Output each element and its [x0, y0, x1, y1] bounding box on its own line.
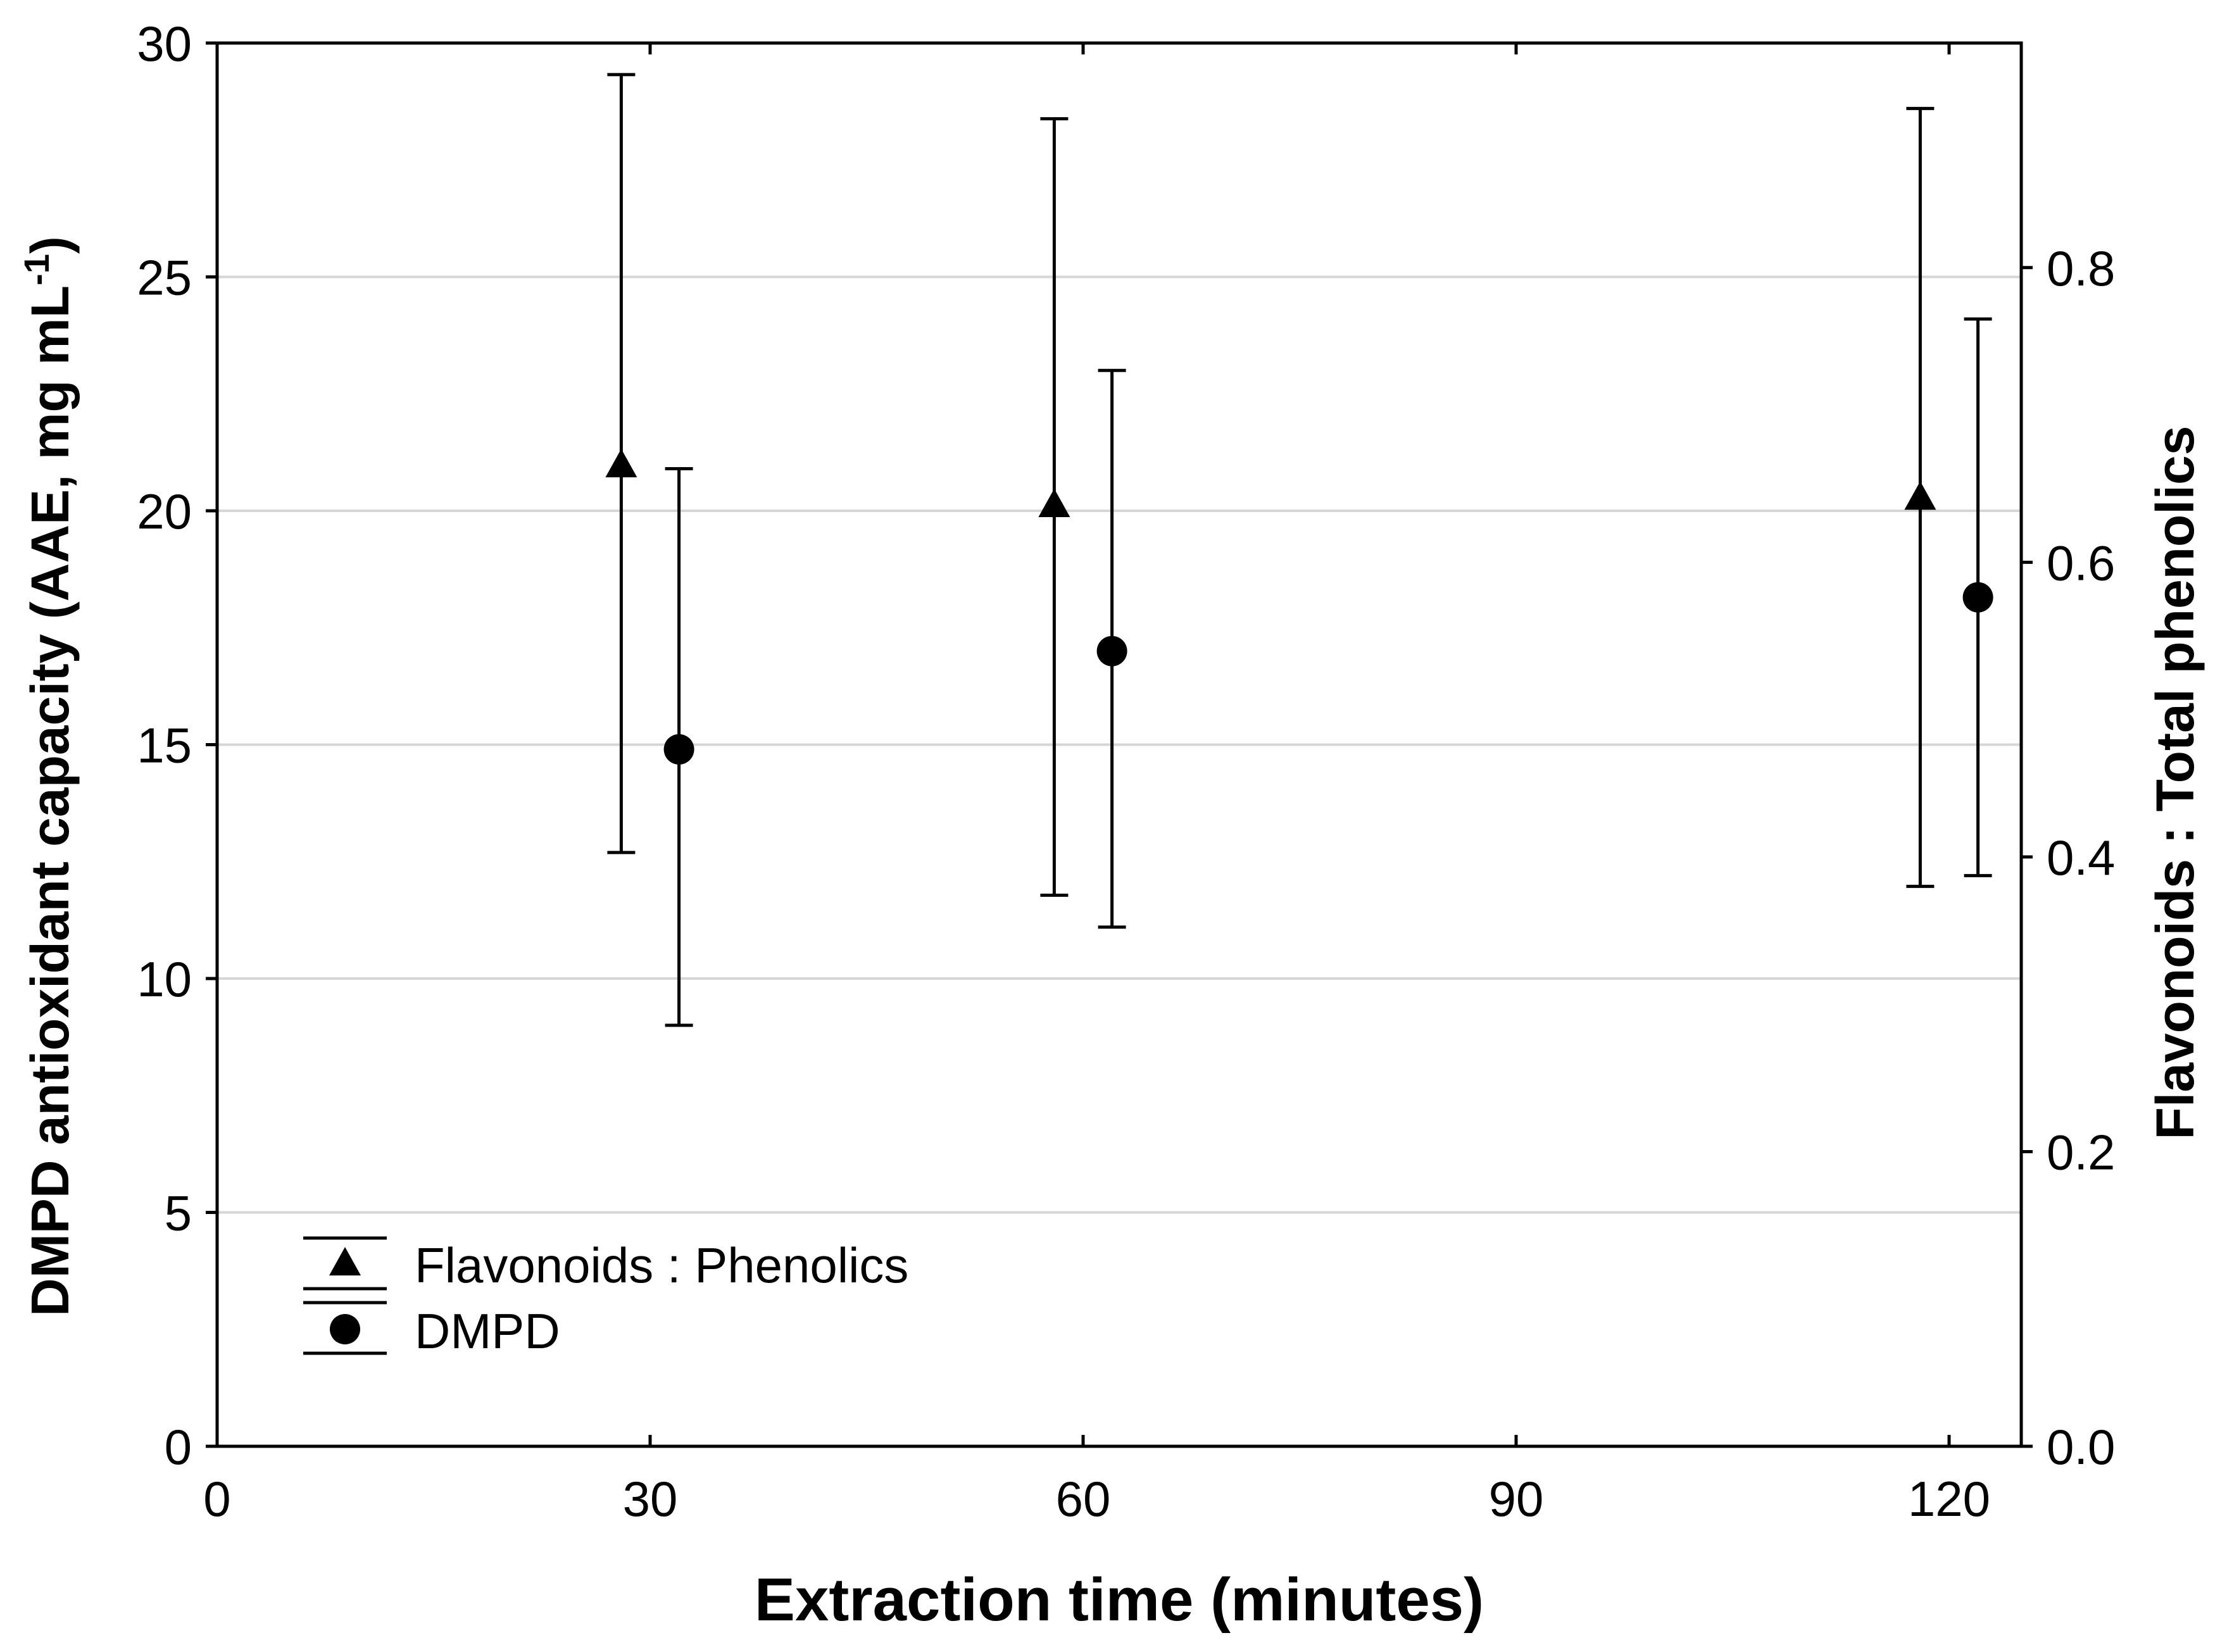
y2-tick-label-0.4: 0.4	[2047, 830, 2115, 885]
legend-dmpd-label: DMPD	[415, 1303, 560, 1359]
x-tick-label-90: 90	[1489, 1471, 1544, 1527]
x-axis: 0 30 60 90 120	[203, 43, 1990, 1527]
x-tick-label-120: 120	[1908, 1471, 1990, 1527]
y-axis-title-superscript: -1	[16, 254, 56, 285]
y-axis-title-main: DMPD antioxidant capacity (AAE, mg mL	[20, 285, 80, 1317]
y-axis-title-close: )	[20, 236, 80, 254]
y2-tick-label-0.8: 0.8	[2047, 241, 2115, 296]
x-tick-label-60: 60	[1056, 1471, 1111, 1527]
y2-tick-label-0: 0.0	[2047, 1419, 2115, 1475]
error-bars	[607, 73, 1992, 1027]
y-tick-label-30: 30	[137, 16, 192, 72]
x-axis-title: Extraction time (minutes)	[755, 1566, 1484, 1634]
legend-flavonoids-label: Flavonoids : Phenolics	[415, 1237, 908, 1293]
y-axis-left: 0 5 10 15 20 25 30	[137, 16, 217, 1475]
legend-flavonoids-marker	[329, 1247, 361, 1276]
data-markers	[605, 449, 1993, 765]
y-tick-label-0: 0	[165, 1419, 192, 1475]
y-axis-right: 0.0 0.2 0.4 0.6 0.8	[2021, 241, 2115, 1475]
dmpd-point-2	[1962, 582, 1993, 613]
y-tick-label-20: 20	[137, 484, 192, 539]
dmpd-point-0	[663, 734, 694, 765]
legend-dmpd-marker	[330, 1314, 360, 1344]
grid-lines	[217, 275, 2021, 1214]
dmpd-point-1	[1096, 635, 1127, 666]
x-tick-label-0: 0	[203, 1471, 230, 1527]
y-tick-label-25: 25	[137, 250, 192, 306]
y2-axis-title: Flavonoids : Total phenolics	[2145, 426, 2205, 1140]
y2-tick-label-0.2: 0.2	[2047, 1124, 2115, 1180]
y-tick-label-10: 10	[137, 951, 192, 1007]
y2-tick-label-0.6: 0.6	[2047, 535, 2115, 591]
legend: Flavonoids : Phenolics DMPD	[303, 1236, 908, 1359]
x-tick-label-30: 30	[623, 1471, 678, 1527]
y-axis-title: DMPD antioxidant capacity (AAE, mg mL-1)	[16, 236, 80, 1317]
flavonoids-point-1	[1038, 488, 1070, 517]
flavonoids-point-0	[605, 449, 637, 478]
flavonoids-point-2	[1904, 481, 1936, 510]
y-tick-label-5: 5	[165, 1186, 192, 1241]
y-tick-label-15: 15	[137, 718, 192, 773]
